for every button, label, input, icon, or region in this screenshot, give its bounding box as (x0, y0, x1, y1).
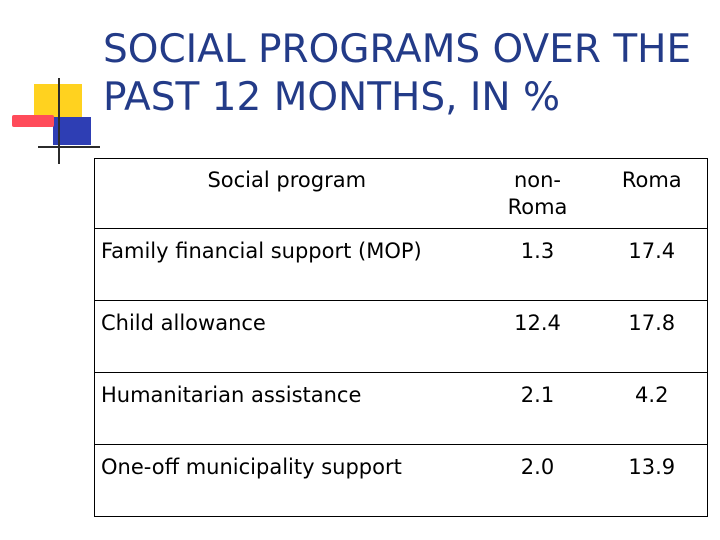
table-header-row: Social program non- Roma Roma (94, 158, 708, 229)
non-roma-value: 12.4 (478, 300, 597, 373)
slide-title-line-1: SOCIAL PROGRAMS OVER THE (103, 27, 692, 72)
table-row: Family financial support (MOP) 1.3 17.4 (94, 228, 708, 301)
table-row: One-off municipality support 2.0 13.9 (94, 444, 708, 517)
non-roma-value: 2.0 (478, 444, 597, 517)
table-row: Child allowance 12.4 17.8 (94, 300, 708, 373)
roma-value: 13.9 (596, 444, 708, 517)
program-name: One-off municipality support (94, 444, 479, 517)
slide-title-line-2: PAST 12 MONTHS, IN % (103, 75, 561, 120)
decorative-vertical-line (58, 78, 60, 164)
header-roma: Roma (596, 158, 708, 229)
header-social-program: Social program (94, 158, 479, 229)
table-row: Humanitarian assistance 2.1 4.2 (94, 372, 708, 445)
decorative-horizontal-line (38, 146, 100, 148)
roma-value: 17.8 (596, 300, 708, 373)
roma-value: 4.2 (596, 372, 708, 445)
program-name: Child allowance (94, 300, 479, 373)
non-roma-value: 1.3 (478, 228, 597, 301)
program-name: Family financial support (MOP) (94, 228, 479, 301)
social-programs-table: Social program non- Roma Roma Family fin… (94, 158, 708, 517)
roma-value: 17.4 (596, 228, 708, 301)
header-non-roma: non- Roma (478, 158, 597, 229)
non-roma-value: 2.1 (478, 372, 597, 445)
slide-title: SOCIAL PROGRAMS OVER THE PAST 12 MONTHS,… (103, 26, 713, 122)
decorative-red-bar (12, 115, 54, 127)
program-name: Humanitarian assistance (94, 372, 479, 445)
